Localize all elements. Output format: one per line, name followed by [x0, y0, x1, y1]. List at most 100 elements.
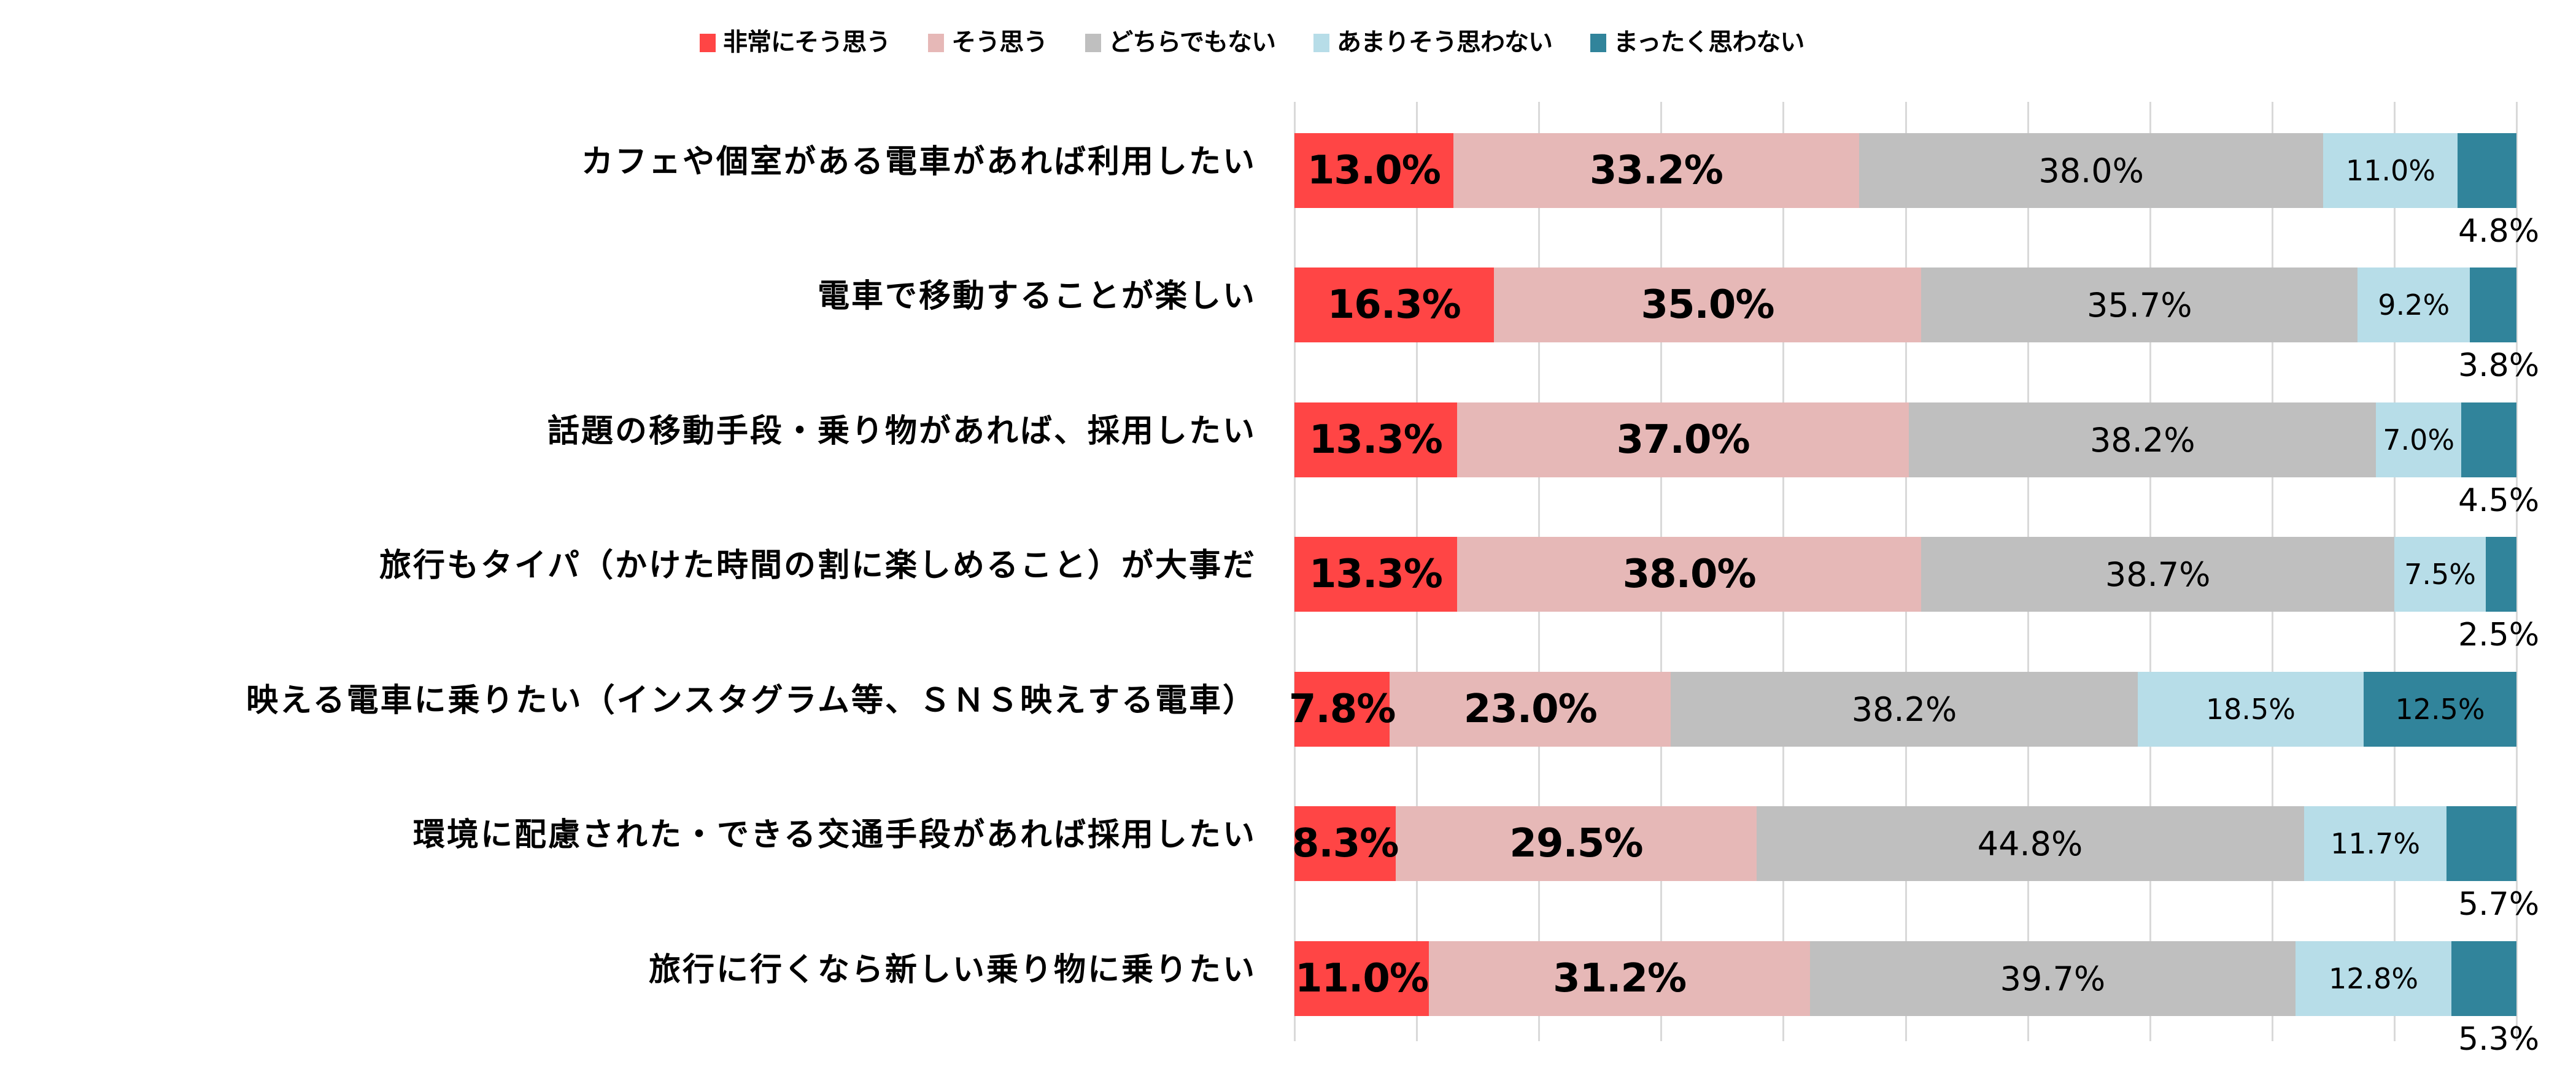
bar-segment-neutral: 38.2%	[1909, 402, 2376, 477]
data-label: 29.5%	[1509, 821, 1643, 866]
gridline	[2516, 102, 2518, 1041]
bar-segment-strongly-disagree	[2446, 806, 2516, 881]
bar-segment-neutral: 38.2%	[1671, 672, 2138, 747]
bar-segment-strongly-disagree: 12.5%	[2364, 672, 2516, 747]
legend-item-strongly-disagree: まったく思わない	[1590, 22, 1804, 58]
data-label: 4.5%	[2458, 482, 2540, 519]
data-label: 7.5%	[2404, 558, 2476, 591]
bar-row: 13.3% 38.0% 38.7% 7.5%	[1294, 537, 2516, 612]
data-label: 5.7%	[2458, 886, 2540, 923]
legend-label: 非常にそう思う	[723, 28, 891, 56]
data-label: 37.0%	[1616, 417, 1750, 463]
data-label: 38.0%	[2038, 151, 2144, 190]
legend-swatch-icon	[1085, 34, 1102, 52]
category-label: 旅行もタイパ（かけた時間の割に楽しめること）が大事だ	[379, 547, 1256, 584]
data-label: 18.5%	[2205, 693, 2296, 726]
bar-segment-neutral: 38.0%	[1859, 133, 2324, 208]
legend-swatch-icon	[928, 34, 945, 52]
legend-item-neutral: どちらでもない	[1085, 22, 1276, 58]
bar-segment-neutral: 35.7%	[1921, 268, 2358, 342]
data-label: 35.7%	[2086, 285, 2192, 325]
plot-area: 4.8% 13.0% 33.2% 38.0% 11.0% 3.8% 16.3% 35.0% 35…	[1289, 102, 2539, 1058]
data-label: 13.3%	[1309, 552, 1443, 597]
data-label: 2.5%	[2458, 617, 2540, 653]
legend-label: どちらでもない	[1108, 28, 1276, 56]
bar-segment-disagree: 9.2%	[2357, 268, 2470, 342]
data-label: 38.2%	[2089, 420, 2195, 460]
data-label: 38.0%	[1622, 552, 1757, 597]
bar-segment-strongly-agree: 13.3%	[1294, 402, 1457, 477]
data-label: 3.8%	[2458, 347, 2540, 384]
legend-label: あまりそう思わない	[1337, 28, 1553, 56]
legend-label: まったく思わない	[1614, 28, 1804, 56]
data-label: 31.2%	[1553, 956, 1687, 1001]
data-label: 11.0%	[2345, 154, 2435, 187]
bar-row: 7.8% 23.0% 38.2% 18.5% 12.5%	[1289, 672, 2516, 747]
data-label: 44.8%	[1977, 824, 2083, 863]
bar-segment-neutral: 39.7%	[1810, 941, 2296, 1016]
category-label: カフェや個室がある電車があれば利用したい	[581, 144, 1256, 180]
bar-row: 13.0% 33.2% 38.0% 11.0%	[1294, 133, 2516, 208]
legend-label: そう思う	[951, 28, 1048, 56]
bar-segment-agree: 33.2%	[1453, 133, 1859, 208]
legend-swatch-icon	[1313, 34, 1330, 52]
bar-segment-strongly-agree: 7.8%	[1289, 672, 1396, 747]
bar-segment-agree: 35.0%	[1493, 268, 1922, 342]
bar-segment-strongly-agree: 8.3%	[1291, 806, 1399, 881]
bar-segment-strongly-agree: 16.3%	[1294, 268, 1494, 342]
bar-segment-agree: 37.0%	[1456, 402, 1909, 477]
chart-legend: 非常にそう思う そう思う どちらでもない あまりそう思わない まったく思わない	[700, 22, 1842, 58]
data-label: 33.2%	[1589, 148, 1723, 193]
bar-segment-strongly-disagree	[2470, 268, 2516, 342]
bar-segment-disagree: 11.0%	[2323, 133, 2458, 208]
legend-swatch-icon	[700, 34, 716, 52]
data-label: 23.0%	[1463, 687, 1598, 732]
bar-segment-agree: 38.0%	[1456, 537, 1922, 612]
data-label: 12.8%	[2328, 962, 2419, 995]
legend-swatch-icon	[1590, 34, 1607, 52]
bar-row: 8.3% 29.5% 44.8% 11.7%	[1291, 806, 2516, 881]
bar-segment-disagree: 12.8%	[2295, 941, 2452, 1016]
bar-segment-disagree: 18.5%	[2137, 672, 2364, 747]
category-label: 映える電車に乗りたい（インスタグラム等、ＳＮＳ映えする電車）	[246, 682, 1256, 719]
data-label: 9.2%	[2378, 288, 2450, 321]
data-label: 13.3%	[1309, 417, 1443, 463]
category-label: 電車で移動することが楽しい	[817, 278, 1256, 315]
bar-segment-strongly-disagree	[2486, 537, 2516, 612]
data-label: 7.0%	[2383, 423, 2455, 456]
bar-segment-disagree: 7.0%	[2376, 402, 2462, 477]
data-label: 8.3%	[1291, 821, 1399, 866]
bar-segment-agree: 31.2%	[1429, 941, 1811, 1016]
bar-segment-strongly-disagree	[2458, 133, 2516, 208]
data-label: 38.7%	[2105, 555, 2211, 594]
data-label: 38.2%	[1851, 690, 1957, 729]
data-label: 11.7%	[2330, 827, 2421, 860]
legend-item-agree: そう思う	[928, 22, 1048, 58]
bar-segment-strongly-disagree	[2451, 941, 2516, 1016]
bar-row: 13.3% 37.0% 38.2% 7.0%	[1294, 402, 2516, 477]
bar-row: 11.0% 31.2% 39.7% 12.8%	[1294, 941, 2516, 1016]
bar-segment-neutral: 44.8%	[1756, 806, 2304, 881]
data-label: 4.8%	[2458, 213, 2540, 250]
category-label: 旅行に行くなら新しい乗り物に乗りたい	[648, 952, 1256, 988]
legend-item-strongly-agree: 非常にそう思う	[700, 22, 891, 58]
data-label: 13.0%	[1307, 148, 1441, 193]
bar-segment-strongly-agree: 11.0%	[1294, 941, 1429, 1016]
bar-segment-agree: 23.0%	[1390, 672, 1671, 747]
category-label: 環境に配慮された・できる交通手段があれば採用したい	[413, 817, 1256, 853]
data-label: 16.3%	[1327, 282, 1461, 328]
bar-segment-strongly-disagree	[2461, 402, 2516, 477]
category-label: 話題の移動手段・乗り物があれば、採用したい	[547, 413, 1256, 450]
bar-segment-disagree: 11.7%	[2303, 806, 2447, 881]
data-label: 7.8%	[1288, 687, 1396, 732]
bar-segment-neutral: 38.7%	[1921, 537, 2394, 612]
bar-row: 16.3% 35.0% 35.7% 9.2%	[1294, 268, 2516, 342]
data-label: 11.0%	[1294, 956, 1429, 1001]
data-label: 39.7%	[2000, 959, 2106, 998]
data-label: 12.5%	[2395, 693, 2485, 726]
bar-segment-disagree: 7.5%	[2394, 537, 2486, 612]
data-label: 35.0%	[1641, 282, 1774, 328]
legend-item-disagree: あまりそう思わない	[1313, 22, 1553, 58]
bar-segment-strongly-agree: 13.0%	[1294, 133, 1453, 208]
bar-segment-agree: 29.5%	[1396, 806, 1757, 881]
